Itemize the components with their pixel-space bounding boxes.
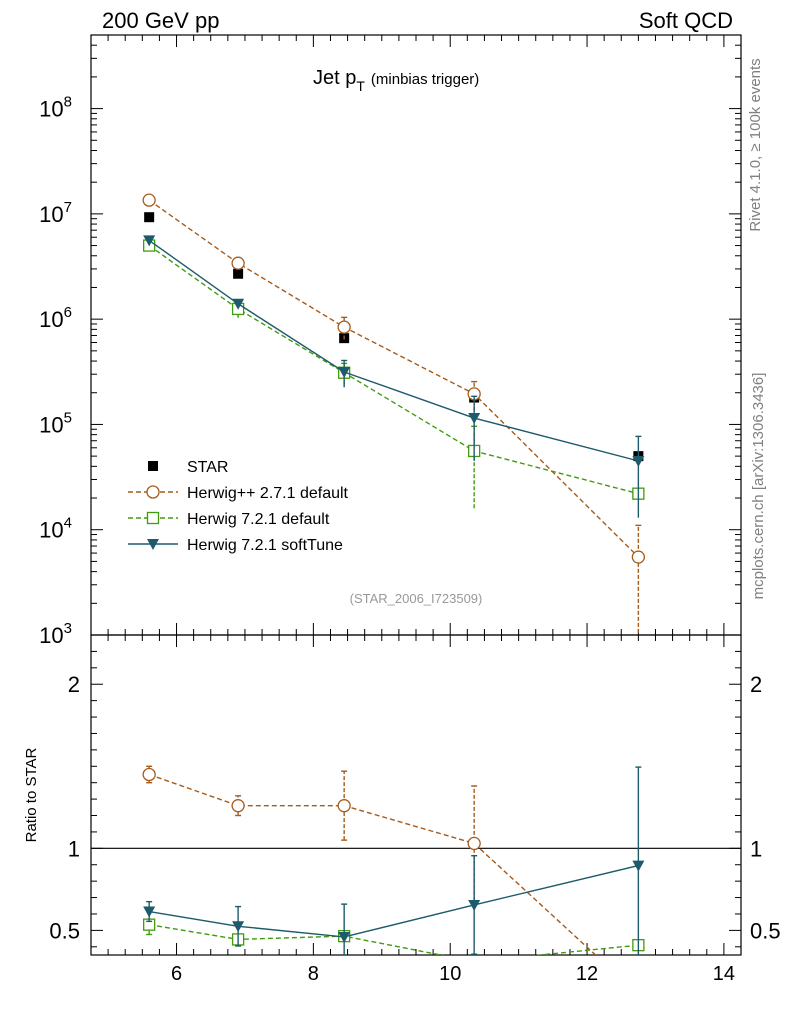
ratio-point [468,899,481,911]
series-line [148,239,639,462]
ratio-x-axis: 6 8 10 12 14 [107,635,735,985]
data-point [631,550,646,564]
ratio-panel: 0.5 0.51 12 2 6 8 10 12 14 Ratio to STAR [23,634,781,1000]
data-point [337,320,351,334]
y-tick-mantissa: 10 [39,412,63,437]
y-tick-exponent: 7 [64,199,72,216]
series-line [148,244,639,495]
y-tick-mantissa: 10 [39,518,63,543]
main-series-layer [142,193,646,635]
main-x-axis [107,35,725,635]
ratio-series-3 [143,766,645,955]
ratio-line [149,923,639,955]
ratio-point [142,767,156,782]
data-point [231,256,245,270]
data-point [468,413,481,425]
legend-marker [147,539,159,550]
rivet-version-text: Rivet 4.1.0, ≥ 100k events [747,58,764,231]
header-left: 200 GeV pp [102,8,219,33]
x-tick-label: 10 [439,963,461,985]
data-point [338,366,351,378]
y-tick-mantissa: 10 [39,202,63,227]
data-point [143,235,156,247]
y-tick-exponent: 6 [64,304,72,321]
ratio-y-axis: 0.5 0.5 1 1 2 2 [49,650,781,948]
title-note: (minbias trigger) [371,71,479,88]
y-tick-mantissa: 10 [39,623,63,648]
mcplots-source-text: mcplots.cern.ch [arXiv:1306.3436] [750,373,767,600]
legend: STAR Herwig++ 2.7.1 default Herwig 7.2.1 d… [128,459,349,554]
series-1 [142,193,646,635]
legend-marker [146,485,160,499]
ratio-point [632,988,644,1000]
y-tick-exponent: 4 [64,515,72,532]
x-tick-label: 8 [308,963,319,985]
ratio-series-2 [143,918,645,967]
ratio-point [469,956,480,967]
y-tick-label: 107 [39,199,72,227]
y-tick-label: 104 [39,515,72,543]
ratio-point [231,799,245,813]
legend-label: Herwig 7.2.1 default [187,511,330,528]
legend-marker [146,511,160,525]
y-tick-mantissa: 10 [39,97,63,122]
ratio-tick-label-right: 0.5 [750,918,781,943]
ratio-series-1 [142,765,644,1000]
y-tick-exponent: 5 [64,409,72,426]
ratio-point [143,906,156,918]
x-tick-label: 12 [576,963,598,985]
legend-label: Herwig 7.2.1 softTune [187,537,343,554]
legend-entry-1: Herwig++ 2.7.1 default [128,485,349,502]
x-tick-label: 6 [171,963,182,985]
y-tick-label: 108 [39,94,72,122]
y-tick-exponent: 8 [64,94,72,111]
ratio-point [337,799,351,813]
ratio-line [148,773,597,955]
ratio-series-clip-group [142,765,645,1000]
ratio-tick-label-left: 1 [68,836,80,861]
ratio-tick-label-right: 2 [750,672,762,697]
legend-marker [148,461,158,471]
data-point [632,455,645,467]
data-point [232,298,245,310]
y-tick-label: 106 [39,304,72,332]
series-3 [143,235,645,518]
legend-entry-2: Herwig 7.2.1 default [128,511,330,528]
analysis-id: (STAR_2006_I723509) [350,591,483,606]
ratio-panel-frame [90,634,742,956]
ratio-tick-label-left: 0.5 [49,918,80,943]
data-point [144,212,155,223]
series-0 [144,212,644,462]
ratio-tick-label-right: 1 [750,836,762,861]
ratio-series-layer [142,765,645,1000]
ratio-point [632,860,645,872]
chart-title: Jet pT (minbias trigger) [313,67,479,94]
x-tick-label: 14 [713,963,735,985]
ratio-point [232,921,245,933]
ratio-point [338,931,351,943]
y-tick-mantissa: 10 [39,307,63,332]
ratio-point [467,836,481,851]
y-tick-exponent: 3 [64,620,72,637]
title-main: Jet p [313,67,356,89]
data-point [233,268,244,279]
ratio-ylabel: Ratio to STAR [23,747,40,842]
legend-label: STAR [187,459,228,476]
data-point [142,193,156,207]
y-tick-label: 103 [39,620,72,648]
title-subscript: T [356,78,365,94]
legend-label: Herwig++ 2.7.1 default [187,485,349,502]
legend-entry-0: STAR [148,459,228,476]
header-right: Soft QCD [639,8,733,33]
y-tick-label: 105 [39,409,72,437]
main-series-clip-group [142,193,646,635]
series-line [148,199,639,558]
ratio-tick-label-left: 2 [68,672,80,697]
legend-entry-3: Herwig 7.2.1 softTune [128,537,343,554]
